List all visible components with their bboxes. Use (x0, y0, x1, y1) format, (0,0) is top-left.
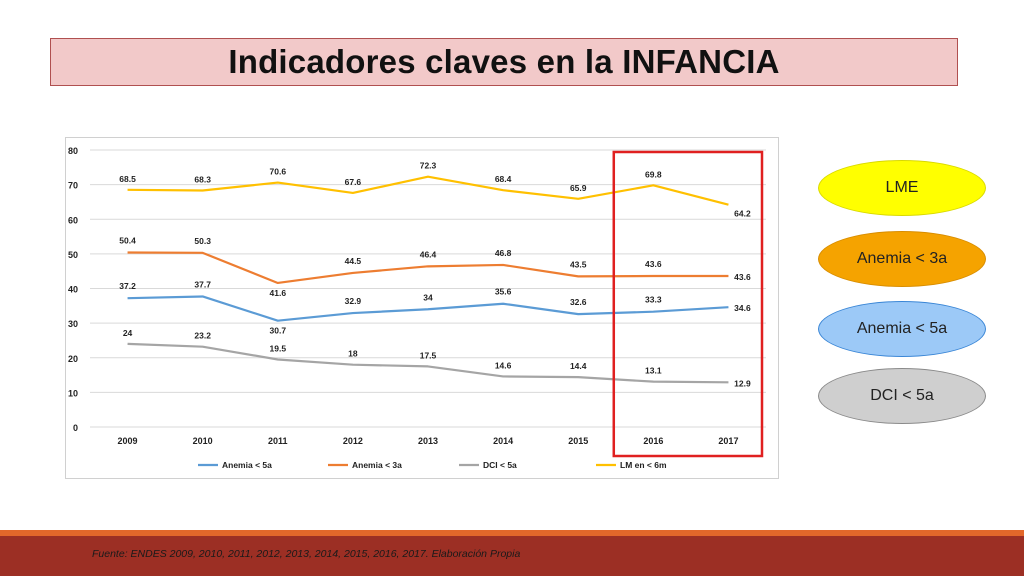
legend-label: DCI < 5a (483, 460, 517, 470)
data-label: 13.1 (645, 366, 662, 376)
pill-lme: LME (818, 160, 986, 216)
highlight-box (612, 150, 764, 458)
data-label: 50.4 (119, 235, 136, 245)
pill-anemia-5a: Anemia < 5a (818, 301, 986, 357)
data-label: 69.8 (645, 169, 662, 179)
x-tick-label: 2009 (118, 436, 138, 446)
footer-source: Fuente: ENDES 2009, 2010, 2011, 2012, 20… (92, 548, 521, 560)
data-label: 68.5 (119, 174, 136, 184)
title-banner: Indicadores claves en la INFANCIA (50, 38, 958, 86)
pill-anemia-3a: Anemia < 3a (818, 231, 986, 287)
data-label: 33.3 (645, 295, 662, 305)
y-tick-label: 10 (68, 388, 78, 398)
y-tick-label: 50 (68, 250, 78, 260)
data-label: 17.5 (420, 350, 437, 360)
series-line-dci-5a (127, 342, 729, 384)
data-label: 35.6 (495, 287, 512, 297)
data-label: 12.9 (734, 378, 751, 388)
data-label: 68.4 (495, 174, 512, 184)
y-tick-label: 60 (68, 215, 78, 225)
data-label: 34.6 (734, 303, 751, 313)
data-label: 37.7 (194, 279, 211, 289)
y-tick-label: 70 (68, 181, 78, 191)
data-label: 64.2 (734, 209, 751, 219)
data-label: 70.6 (270, 167, 287, 177)
x-tick-label: 2012 (343, 436, 363, 446)
legend-label: Anemia < 3a (352, 460, 402, 470)
x-tick-label: 2014 (493, 436, 513, 446)
x-tick-label: 2011 (268, 436, 288, 446)
series-line-lm-en-6m (127, 175, 729, 206)
series-line-anemia-3a (127, 251, 729, 285)
legend-label: Anemia < 5a (222, 460, 272, 470)
data-label: 19.5 (270, 343, 287, 353)
data-label: 32.9 (345, 296, 362, 306)
data-label: 14.4 (570, 361, 587, 371)
data-label: 43.6 (645, 259, 662, 269)
data-label: 18 (348, 349, 358, 359)
data-label: 30.7 (270, 326, 287, 336)
pill-dci-5a-label: DCI < 5a (870, 387, 934, 404)
data-label: 43.5 (570, 259, 587, 269)
pill-lme-label: LME (885, 179, 919, 196)
y-tick-label: 0 (73, 423, 78, 433)
data-label: 44.5 (345, 256, 362, 266)
pill-anemia-3a-label: Anemia < 3a (856, 250, 948, 267)
data-label: 68.3 (194, 175, 211, 185)
data-label: 46.4 (420, 249, 437, 259)
footer-stripe (0, 530, 1024, 536)
y-tick-label: 40 (68, 285, 78, 295)
chart-frame: 0 10 20 30 40 50 60 70 80 2009 2010 2011 2012 2013 201… (65, 137, 779, 479)
data-label: 23.2 (194, 331, 211, 341)
y-tick-label: 80 (68, 146, 78, 156)
x-tick-label: 2016 (643, 436, 663, 446)
data-label: 37.2 (119, 281, 136, 291)
x-tick-label: 2010 (193, 436, 213, 446)
legend-label: LM en < 6m (620, 460, 667, 470)
data-label: 72.3 (420, 161, 437, 171)
data-label: 32.6 (570, 297, 587, 307)
y-tick-label: 30 (68, 319, 78, 329)
data-label: 43.6 (734, 272, 751, 282)
data-label: 34 (423, 292, 433, 302)
data-label: 14.6 (495, 360, 512, 370)
x-tick-label: 2017 (718, 436, 738, 446)
footer-bar: Fuente: ENDES 2009, 2010, 2011, 2012, 20… (0, 536, 1024, 576)
x-tick-label: 2013 (418, 436, 438, 446)
x-tick-label: 2015 (568, 436, 588, 446)
line-chart: 0 10 20 30 40 50 60 70 80 2009 2010 2011 2012 2013 201… (68, 146, 766, 470)
data-label: 65.9 (570, 183, 587, 193)
data-label: 41.6 (270, 288, 287, 298)
data-label: 67.6 (345, 177, 362, 187)
series-line-anemia-5a (127, 295, 729, 322)
data-label: 50.3 (194, 236, 211, 246)
page-title: Indicadores claves en la INFANCIA (228, 43, 780, 80)
data-label: 46.8 (495, 248, 512, 258)
data-label: 24 (123, 328, 133, 338)
pill-anemia-5a-label: Anemia < 5a (856, 320, 948, 337)
pill-dci-5a: DCI < 5a (818, 368, 986, 424)
y-tick-label: 20 (68, 354, 78, 364)
